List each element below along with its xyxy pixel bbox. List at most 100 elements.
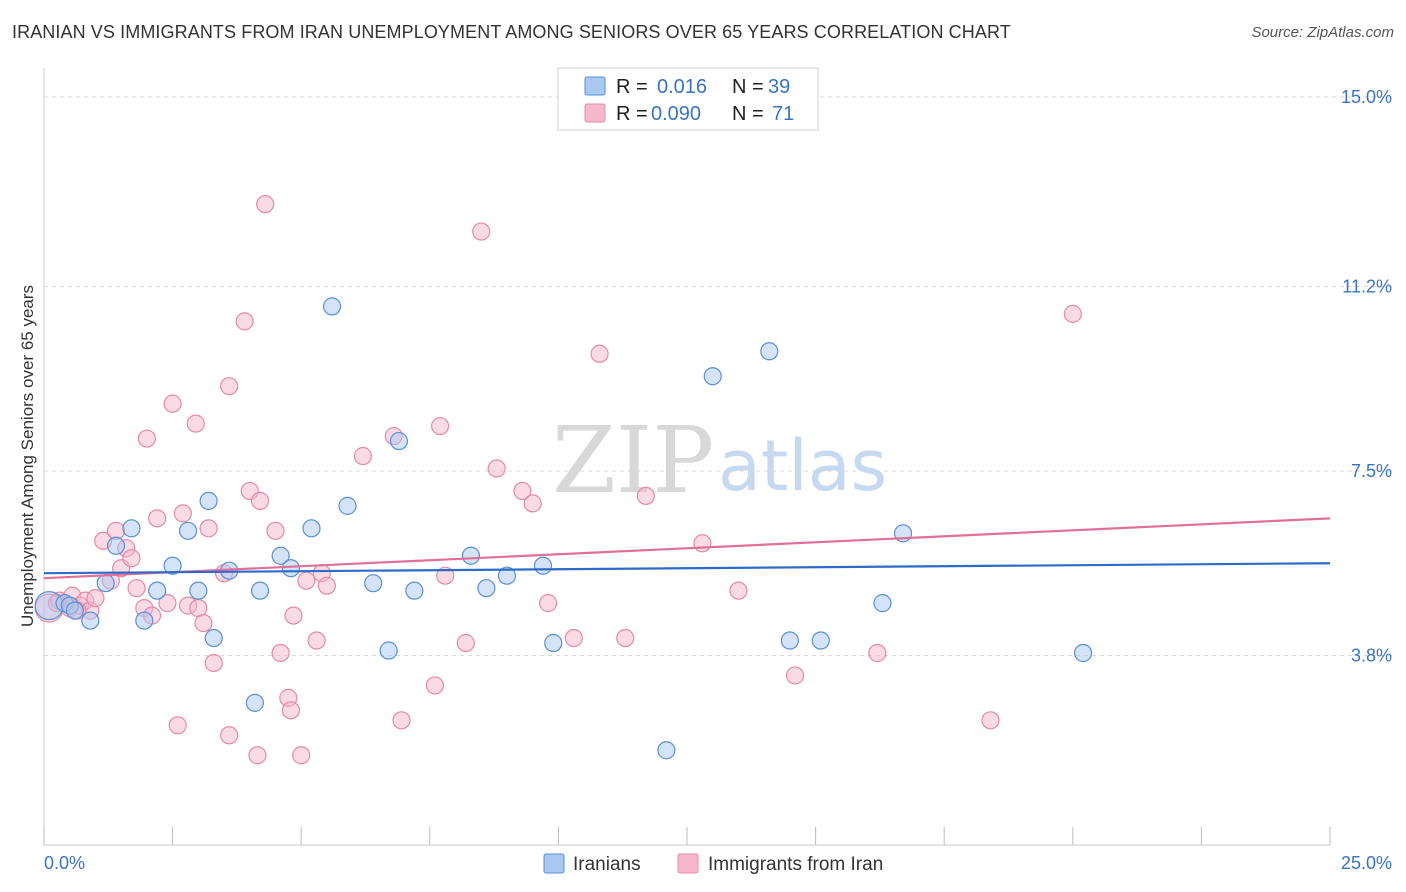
iranians-point: [245, 693, 265, 712]
immigrants-point: [122, 549, 141, 568]
immigrants-point: [616, 628, 635, 648]
immigrants-trend-line: [43, 517, 1331, 580]
immigrants-point: [523, 494, 542, 513]
iranians-point: [461, 546, 481, 565]
legend-n-label-2: N =: [732, 103, 764, 125]
immigrants-point: [785, 666, 805, 685]
immigrants-point: [353, 446, 373, 466]
iranians-point: [379, 641, 398, 660]
legend-n-value-2: 71: [772, 103, 794, 125]
iranians-point: [533, 556, 553, 575]
immigrants-point: [256, 195, 275, 214]
bottom-legend-label-immigrants: Immigrants from Iran: [708, 854, 883, 875]
iranians-point: [389, 431, 409, 451]
immigrants-point: [513, 481, 532, 501]
bottom-legend-label-iranians: Iranians: [573, 854, 641, 875]
series-immigrants-from-iran-points: [34, 195, 1082, 765]
y-tick-labels: 3.8% 7.5% 11.2% 15.0%: [1341, 87, 1392, 666]
trend-lines: [43, 517, 1331, 580]
iranians-point: [544, 633, 563, 653]
iranians-point: [364, 574, 383, 593]
immigrants-point: [487, 459, 506, 478]
iranians-point: [873, 594, 892, 613]
iranians-point: [811, 631, 830, 650]
iranians-point: [250, 581, 270, 600]
iranians-point: [204, 628, 223, 648]
y-tick-label: 15.0%: [1341, 87, 1392, 107]
legend-n-value-1: 39: [768, 76, 790, 98]
immigrants-point: [456, 633, 475, 653]
immigrants-point: [430, 416, 450, 436]
legend-swatch-immigrants: [584, 103, 606, 123]
immigrants-point: [137, 429, 156, 448]
iranians-point: [703, 367, 722, 386]
bottom-legend-swatch-iranians: [543, 853, 565, 874]
immigrants-point: [163, 394, 182, 413]
immigrants-point: [220, 377, 239, 396]
immigrants-point: [729, 581, 748, 600]
legend-box: R = 0.016 N = 39 R = 0.090 N = 71: [557, 67, 819, 131]
iranians-point: [780, 631, 799, 650]
iranians-point: [477, 579, 496, 598]
iranians-point: [497, 566, 517, 585]
immigrants-point: [248, 746, 267, 765]
immigrants-point: [307, 631, 326, 650]
immigrants-point: [317, 576, 337, 595]
immigrants-point: [250, 491, 270, 510]
legend-r-label-2: R =: [616, 103, 648, 125]
immigrants-point: [590, 344, 609, 363]
immigrants-point: [158, 594, 177, 613]
immigrants-point: [636, 486, 655, 506]
x-tick-label-min: 0.0%: [44, 853, 85, 873]
immigrants-point: [297, 571, 316, 590]
immigrants-point: [284, 606, 303, 625]
iranians-point: [338, 496, 357, 515]
legend-r-value-1: 0.016: [657, 76, 707, 98]
legend-r-value-2: 0.090: [651, 103, 701, 125]
immigrants-point: [199, 519, 218, 538]
iranians-point: [106, 536, 126, 555]
series-iranians-points: [34, 297, 1093, 760]
immigrants-point: [204, 653, 223, 673]
x-tick-label-max: 25.0%: [1341, 853, 1392, 873]
iranians-point: [405, 581, 424, 600]
iranians-point: [271, 546, 290, 565]
iranians-point: [135, 611, 154, 630]
iranians-point: [760, 342, 779, 361]
watermark: ZIP atlas: [552, 407, 887, 514]
immigrants-point: [1063, 304, 1082, 323]
bottom-legend-swatch-immigrants: [677, 853, 699, 874]
iranians-point: [322, 297, 342, 316]
y-tick-label: 7.5%: [1351, 461, 1392, 481]
iranians-point: [657, 741, 676, 760]
gridlines: [44, 96, 1392, 656]
immigrants-point: [186, 414, 205, 433]
immigrants-point: [86, 589, 105, 608]
immigrants-point: [194, 613, 213, 633]
iranians-point: [81, 611, 100, 630]
immigrants-point: [281, 701, 301, 720]
immigrants-point: [392, 711, 411, 730]
iranians-trend-line: [43, 562, 1331, 575]
immigrants-point: [266, 521, 285, 540]
bottom-legend: Iranians Immigrants from Iran: [543, 853, 883, 875]
watermark-zip: ZIP: [552, 407, 714, 514]
legend-swatch-iranians: [584, 76, 606, 96]
iranians-point: [1073, 643, 1093, 663]
immigrants-point: [564, 628, 583, 648]
axes: [43, 68, 1331, 846]
y-tick-label: 3.8%: [1351, 645, 1392, 665]
immigrants-point: [868, 643, 887, 663]
immigrants-point: [539, 594, 558, 613]
iranians-point: [302, 519, 321, 538]
y-tick-label: 11.2%: [1342, 276, 1392, 296]
immigrants-point: [693, 534, 712, 553]
iranians-point: [65, 601, 84, 620]
iranians-point: [163, 556, 182, 575]
iranians-point: [178, 521, 198, 540]
iranians-point: [148, 581, 167, 600]
immigrants-point: [148, 509, 167, 528]
immigrants-point: [472, 222, 491, 241]
iranians-point: [96, 574, 115, 593]
